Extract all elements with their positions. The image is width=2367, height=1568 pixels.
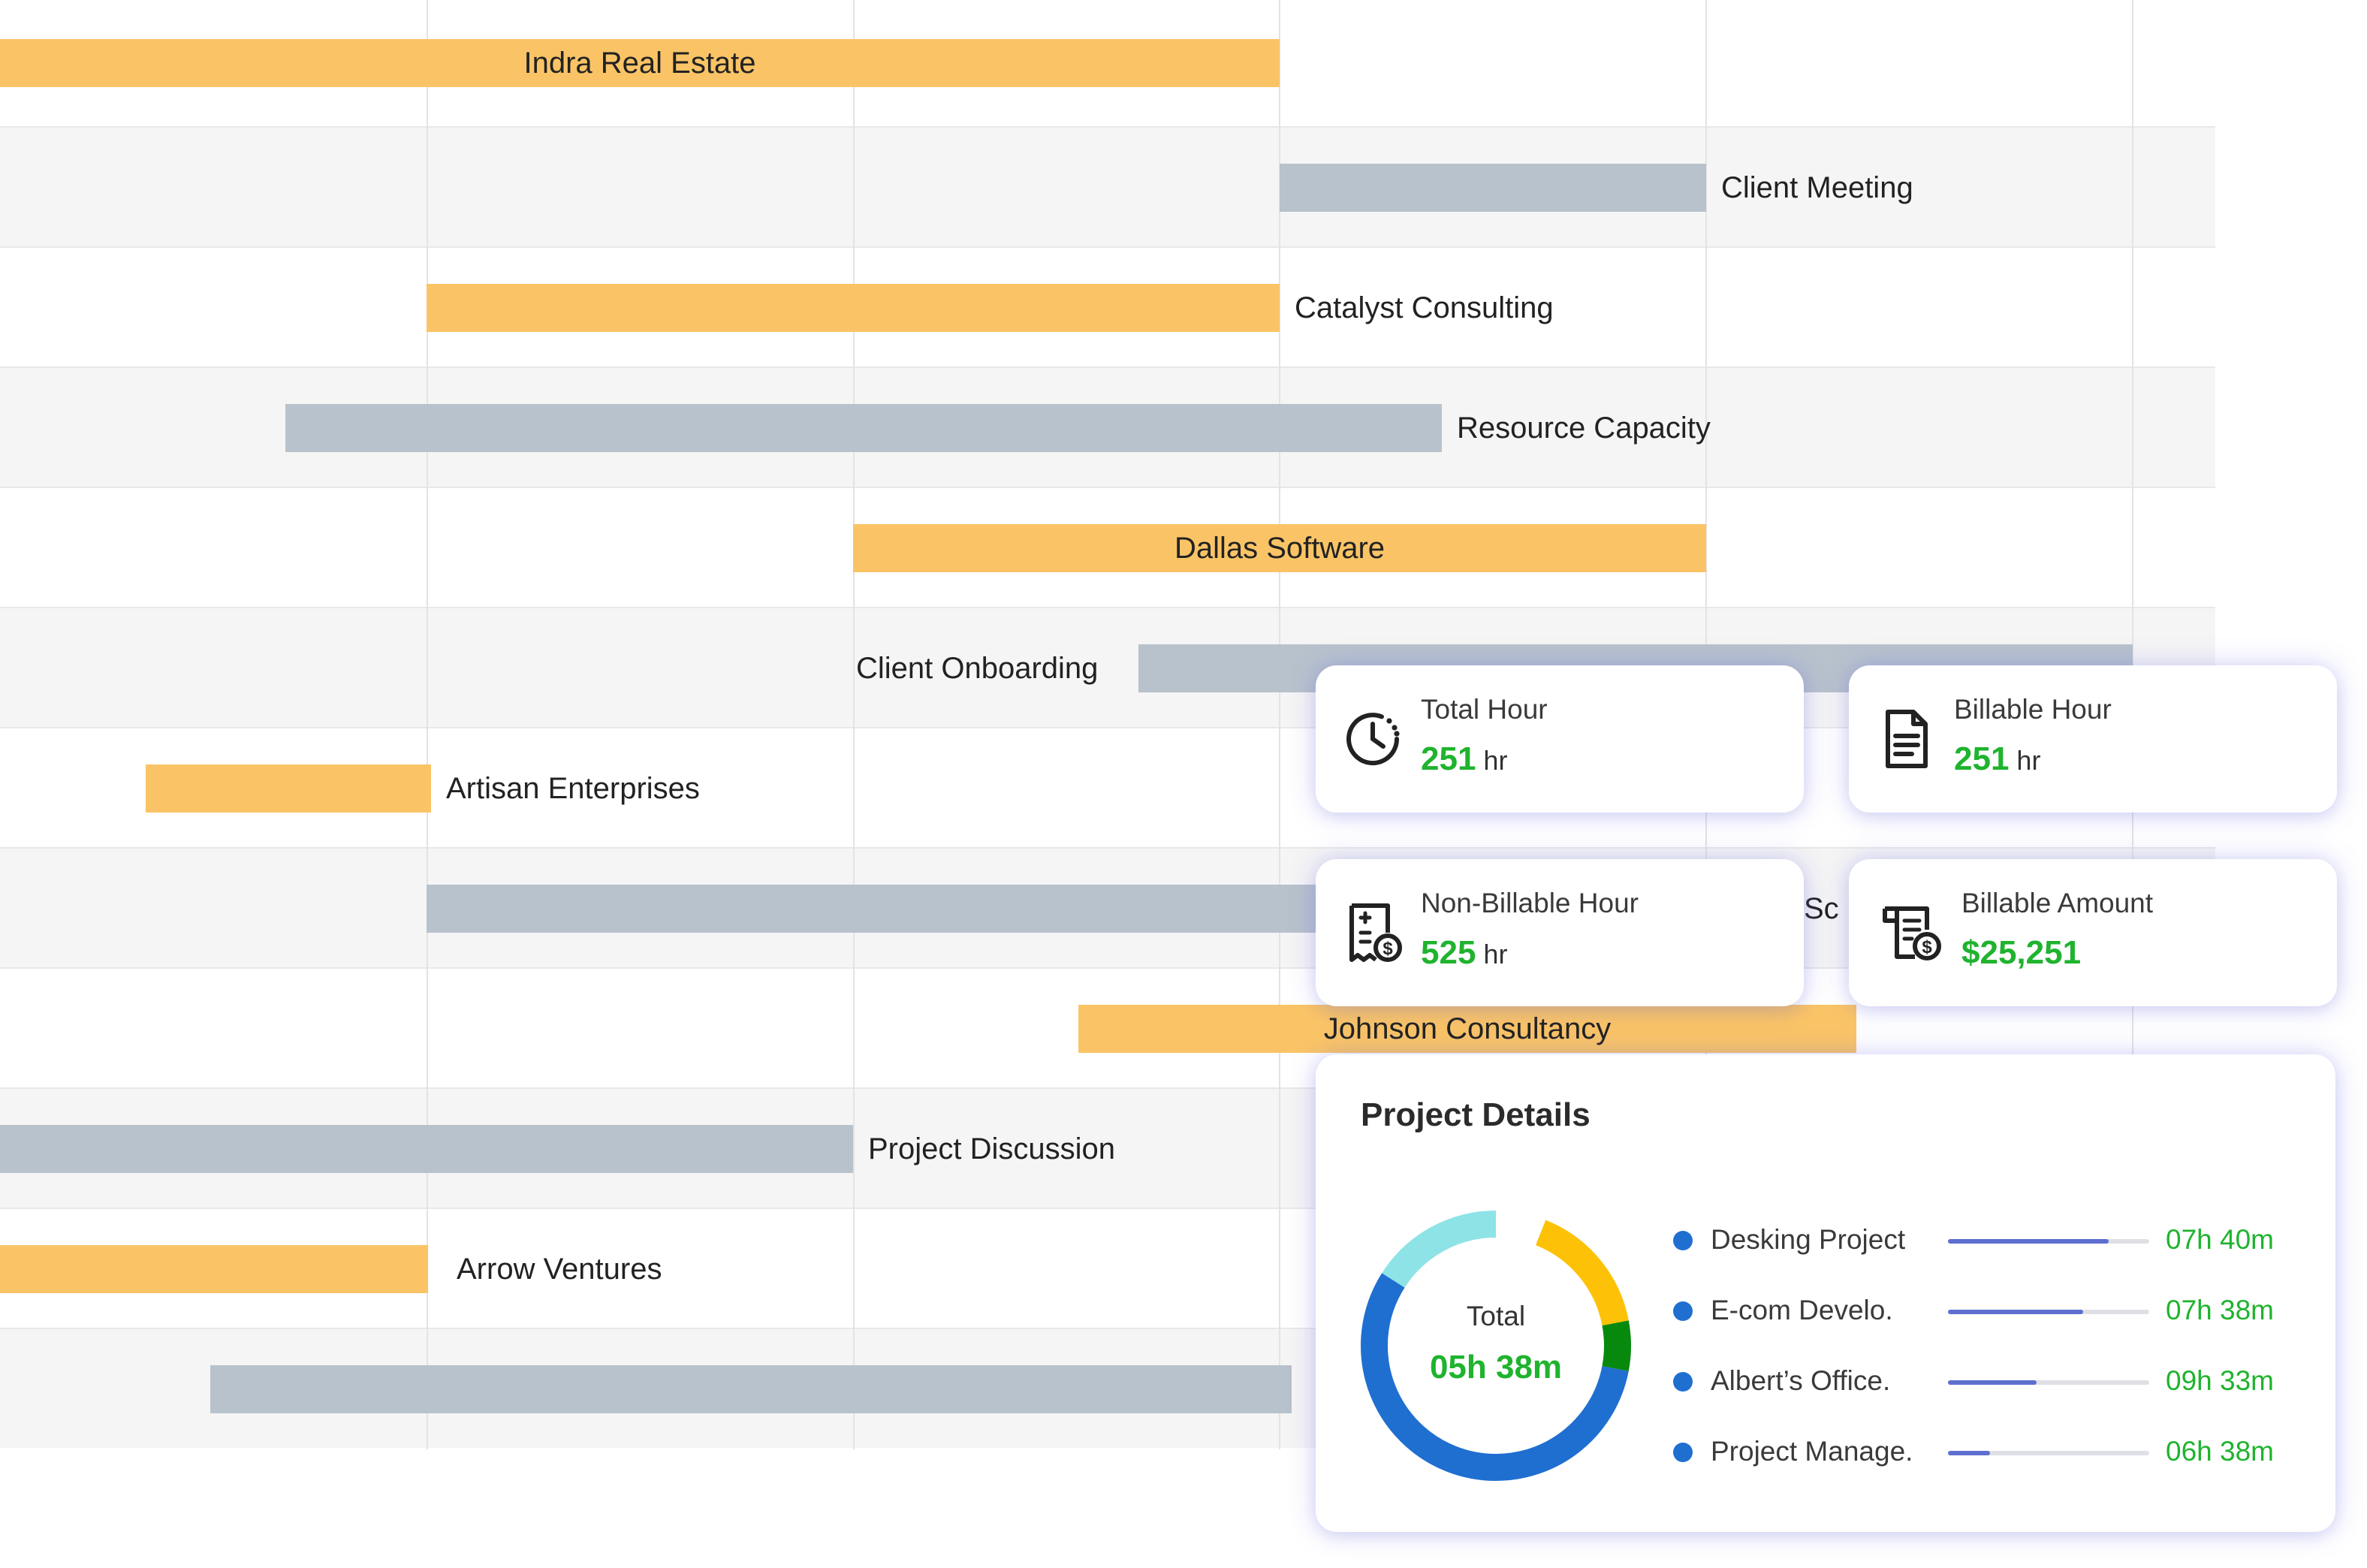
task-label: Project Discussion	[868, 1132, 1116, 1165]
grid-line	[1279, 0, 1280, 1449]
stat-unit: hr	[2016, 745, 2041, 776]
task-bar-artisan-enterprises[interactable]	[146, 764, 431, 813]
task-bar-dallas-software[interactable]	[853, 524, 1706, 572]
task-label: Resource Capacity	[1457, 412, 1711, 445]
invoice-calculator-icon: $	[1349, 903, 1402, 962]
legend-item: Desking Project 07h 40m	[1673, 1218, 2319, 1263]
legend-item: Project Manage. 06h 38m	[1673, 1430, 2319, 1475]
stat-unit: hr	[1483, 939, 1508, 969]
svg-text:$: $	[1922, 937, 1932, 957]
donut-segment-green	[1361, 1211, 1631, 1481]
donut-segment-cyan	[1361, 1211, 1631, 1481]
stat-label: Billable Hour	[1954, 694, 2112, 725]
progress-fill	[1948, 1239, 2109, 1244]
legend-time: 06h 38m	[2166, 1436, 2274, 1467]
task-label: Sc	[1804, 892, 1839, 925]
donut-total-label: Total	[1466, 1301, 1526, 1331]
legend-dot	[1673, 1443, 1693, 1462]
task-bar-johnson-consultancy[interactable]	[1078, 1005, 1856, 1053]
task-label: Artisan Enterprises	[446, 772, 700, 805]
task-label: Catalyst Consulting	[1295, 291, 1554, 324]
stat-label: Total Hour	[1421, 694, 1548, 725]
gantt-row	[0, 727, 2215, 847]
task-label: Client Meeting	[1721, 171, 1913, 204]
receipt-dollar-icon: $	[1883, 906, 1941, 960]
project-details-card: Project Details Total 05h 38m Desking Pr…	[1316, 1054, 2335, 1532]
donut-total-value: 05h 38m	[1429, 1349, 1563, 1386]
stat-unit: hr	[1483, 745, 1508, 776]
legend-name: Desking Project	[1711, 1224, 1906, 1255]
progress-track	[1948, 1451, 2149, 1455]
non-billable-hour-card: $ Non-Billable Hour 525 hr	[1316, 859, 1804, 1006]
gantt-row	[0, 126, 2215, 246]
progress-fill	[1948, 1310, 2083, 1314]
legend-name: Albert’s Office.	[1711, 1365, 1891, 1396]
gantt-row	[0, 246, 2215, 366]
stat-label: Billable Amount	[1961, 888, 2154, 918]
project-donut-chart	[1361, 1211, 1631, 1481]
gantt-row	[0, 1208, 2215, 1328]
document-icon	[1886, 710, 1928, 768]
billable-hour-card: Billable Hour 251 hr	[1849, 665, 2337, 813]
stat-value: $25,251	[1961, 934, 2082, 971]
svg-text:$: $	[1383, 939, 1393, 959]
progress-fill	[1948, 1451, 1991, 1455]
task-label: Johnson Consultancy	[1323, 1012, 1612, 1045]
task-bar-resource-capacity[interactable]	[285, 404, 1442, 452]
legend-time: 07h 40m	[2166, 1224, 2274, 1255]
task-bar-client-meeting[interactable]	[1280, 164, 1706, 212]
total-hour-card: Total Hour 251 hr	[1316, 665, 1804, 813]
gantt-row	[0, 967, 2215, 1087]
grid-line	[427, 0, 428, 1449]
legend-name: Project Manage.	[1711, 1436, 1913, 1467]
stat-value: 251 hr	[1954, 740, 2041, 777]
donut-segment-blue	[1361, 1211, 1631, 1481]
legend-dot	[1673, 1372, 1693, 1392]
legend-time: 09h 33m	[2166, 1365, 2274, 1396]
legend-time: 07h 38m	[2166, 1295, 2274, 1325]
stat-label: Non-Billable Hour	[1421, 888, 1639, 918]
progress-track	[1948, 1310, 2149, 1314]
progress-track	[1948, 1380, 2149, 1385]
project-details-title: Project Details	[1361, 1096, 1591, 1133]
legend-dot	[1673, 1231, 1693, 1250]
task-bar[interactable]	[210, 1365, 1292, 1413]
stat-value: 525 hr	[1421, 934, 1508, 971]
legend-item: E-com Develo. 07h 38m	[1673, 1289, 2319, 1334]
billable-amount-card: $ Billable Amount $25,251	[1849, 859, 2337, 1006]
task-bar-arrow-ventures[interactable]	[0, 1245, 428, 1293]
task-bar-catalyst-consulting[interactable]	[427, 284, 1280, 332]
legend-item: Albert’s Office. 09h 33m	[1673, 1359, 2319, 1404]
task-bar-project-discussion[interactable]	[0, 1125, 853, 1173]
legend-name: E-com Develo.	[1711, 1295, 1893, 1325]
task-label: Dallas Software	[1174, 532, 1386, 565]
clock-refresh-icon	[1346, 713, 1400, 766]
progress-fill	[1948, 1380, 2037, 1385]
task-label: Client Onboarding	[856, 652, 1099, 685]
task-bar-indra-real-estate[interactable]	[0, 39, 1280, 87]
task-label: Arrow Ventures	[457, 1253, 662, 1286]
legend-dot	[1673, 1301, 1693, 1321]
grid-line	[853, 0, 855, 1449]
stat-value: 251 hr	[1421, 740, 1508, 777]
task-label: Indra Real Estate	[523, 47, 756, 80]
progress-track	[1948, 1239, 2149, 1244]
gantt-row	[0, 487, 2215, 607]
